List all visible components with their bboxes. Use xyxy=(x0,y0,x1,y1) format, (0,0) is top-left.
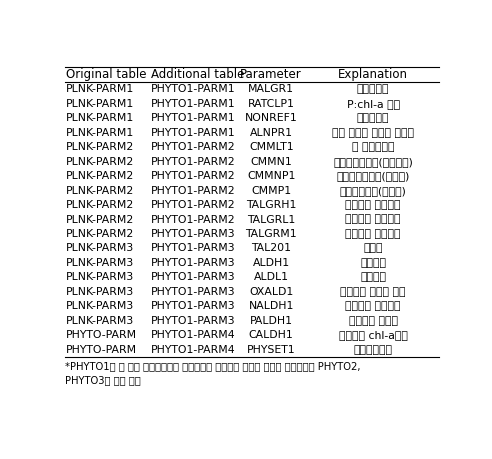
Text: RATCLP1: RATCLP1 xyxy=(248,99,295,109)
Text: Parameter: Parameter xyxy=(240,68,302,81)
Text: PHYTO1-PARM3: PHYTO1-PARM3 xyxy=(151,243,236,253)
Text: 조류성장 상한온도: 조류성장 상한온도 xyxy=(345,200,401,210)
Text: TALGRL1: TALGRL1 xyxy=(247,214,295,224)
Text: 혁기상태 사멸율 증가: 혁기상태 사멸율 증가 xyxy=(340,287,406,297)
Text: PLNK-PARM1: PLNK-PARM1 xyxy=(66,84,134,94)
Text: ALNPR1: ALNPR1 xyxy=(250,128,293,138)
Text: 인반포화상수(인제한): 인반포화상수(인제한) xyxy=(340,185,407,196)
Text: PHYTO1-PARM1: PHYTO1-PARM1 xyxy=(151,113,236,123)
Text: PLNK-PARM3: PLNK-PARM3 xyxy=(66,287,134,297)
Text: OXALD1: OXALD1 xyxy=(249,287,293,297)
Text: PHYSET1: PHYSET1 xyxy=(247,345,296,355)
Text: PHYTO1-PARM4: PHYTO1-PARM4 xyxy=(151,345,236,355)
Text: PLNK-PARM2: PLNK-PARM2 xyxy=(66,229,134,239)
Text: P:chl-a 비율: P:chl-a 비율 xyxy=(347,99,400,109)
Text: PLNK-PARM3: PLNK-PARM3 xyxy=(66,243,134,253)
Text: PHYTO1-PARM2: PHYTO1-PARM2 xyxy=(151,171,236,181)
Text: PLNK-PARM1: PLNK-PARM1 xyxy=(66,113,134,123)
Text: 질소반포화상수(인제한): 질소반포화상수(인제한) xyxy=(337,171,410,181)
Text: PHYTO1-PARM2: PHYTO1-PARM2 xyxy=(151,185,236,196)
Text: PHYTO-PARM: PHYTO-PARM xyxy=(66,330,137,341)
Text: Explanation: Explanation xyxy=(338,68,408,81)
Text: PHYTO1-PARM3: PHYTO1-PARM3 xyxy=(151,258,236,268)
Text: NONREF1: NONREF1 xyxy=(245,113,298,123)
Text: Original table: Original table xyxy=(66,68,147,81)
Text: PLNK-PARM1: PLNK-PARM1 xyxy=(66,128,134,138)
Text: CMMLT1: CMMLT1 xyxy=(249,142,294,152)
Text: PHYTO1-PARM4: PHYTO1-PARM4 xyxy=(151,330,236,341)
Text: 고사멸율 질소농도: 고사멸율 질소농도 xyxy=(345,302,401,311)
Text: PALDH1: PALDH1 xyxy=(250,316,293,326)
Text: PLNK-PARM2: PLNK-PARM2 xyxy=(66,142,134,152)
Text: PHYTO-PARM: PHYTO-PARM xyxy=(66,345,137,355)
Text: PLNK-PARM2: PLNK-PARM2 xyxy=(66,157,134,167)
Text: 호흡률: 호흡률 xyxy=(364,243,383,253)
Text: 빛 반포화상수: 빛 반포화상수 xyxy=(352,142,395,152)
Text: CMMN1: CMMN1 xyxy=(250,157,292,167)
Text: 조류성장 하한온도: 조류성장 하한온도 xyxy=(345,214,401,224)
Text: ALDL1: ALDL1 xyxy=(254,273,289,282)
Text: PLNK-PARM1: PLNK-PARM1 xyxy=(66,99,134,109)
Text: PLNK-PARM2: PLNK-PARM2 xyxy=(66,185,134,196)
Text: 생분해분율: 생분해분율 xyxy=(357,113,390,123)
Text: NALDH1: NALDH1 xyxy=(248,302,294,311)
Text: CMMP1: CMMP1 xyxy=(251,185,291,196)
Text: 최대성장률: 최대성장률 xyxy=(357,84,390,94)
Text: MALGR1: MALGR1 xyxy=(248,84,294,94)
Text: Additional table: Additional table xyxy=(151,68,245,81)
Text: PHYTO1-PARM3: PHYTO1-PARM3 xyxy=(151,229,236,239)
Text: 고사멸율: 고사멸율 xyxy=(360,258,386,268)
Text: PLNK-PARM3: PLNK-PARM3 xyxy=(66,302,134,311)
Text: PHYTO1-PARM3: PHYTO1-PARM3 xyxy=(151,287,236,297)
Text: TALGRM1: TALGRM1 xyxy=(246,229,297,239)
Text: PHYTO3에 걸쳐 있음: PHYTO3에 걸쳐 있음 xyxy=(65,375,141,386)
Text: PLNK-PARM3: PLNK-PARM3 xyxy=(66,258,134,268)
Text: 고사멸율 chl-a농도: 고사멸율 chl-a농도 xyxy=(339,330,408,341)
Text: CMMNP1: CMMNP1 xyxy=(247,171,295,181)
Text: PHYTO1-PARM1: PHYTO1-PARM1 xyxy=(151,99,236,109)
Text: 저사멸율: 저사멸율 xyxy=(360,273,386,282)
Text: PLNK-PARM2: PLNK-PARM2 xyxy=(66,171,134,181)
Text: TALGRH1: TALGRH1 xyxy=(246,200,296,210)
Text: ALDH1: ALDH1 xyxy=(253,258,290,268)
Text: PHYTO1-PARM2: PHYTO1-PARM2 xyxy=(151,157,236,167)
Text: PHYTO1-PARM3: PHYTO1-PARM3 xyxy=(151,273,236,282)
Text: CALDH1: CALDH1 xyxy=(249,330,294,341)
Text: PHYTO1-PARM1: PHYTO1-PARM1 xyxy=(151,128,236,138)
Text: 조류 성장시 질산염 선호율: 조류 성장시 질산염 선호율 xyxy=(332,128,414,138)
Text: 질소반포화상수(질소제한): 질소반포화상수(질소제한) xyxy=(333,157,413,167)
Text: PLNK-PARM3: PLNK-PARM3 xyxy=(66,316,134,326)
Text: PHYTO1-PARM3: PHYTO1-PARM3 xyxy=(151,316,236,326)
Text: PHYTO1-PARM2: PHYTO1-PARM2 xyxy=(151,142,236,152)
Text: PHYTO1-PARM2: PHYTO1-PARM2 xyxy=(151,200,236,210)
Text: 조류성장 제한온도: 조류성장 제한온도 xyxy=(345,229,401,239)
Text: PHYTO1-PARM2: PHYTO1-PARM2 xyxy=(151,214,236,224)
Text: PHYTO1-PARM1: PHYTO1-PARM1 xyxy=(151,84,236,94)
Text: 고사멸율 인농도: 고사멸율 인농도 xyxy=(349,316,398,326)
Text: PLNK-PARM2: PLNK-PARM2 xyxy=(66,200,134,210)
Text: PHYTO1-PARM3: PHYTO1-PARM3 xyxy=(151,302,236,311)
Text: 조류침강속도: 조류침강속도 xyxy=(354,345,393,355)
Text: TAL201: TAL201 xyxy=(251,243,291,253)
Text: PLNK-PARM3: PLNK-PARM3 xyxy=(66,273,134,282)
Text: PLNK-PARM2: PLNK-PARM2 xyxy=(66,214,134,224)
Text: *PHYTO1은 첫 번째 플랑크톤관련 반응계수를 의미하며 동일한 종류의 반응계수가 PHYTO2,: *PHYTO1은 첫 번째 플랑크톤관련 반응계수를 의미하며 동일한 종류의 … xyxy=(65,361,361,371)
